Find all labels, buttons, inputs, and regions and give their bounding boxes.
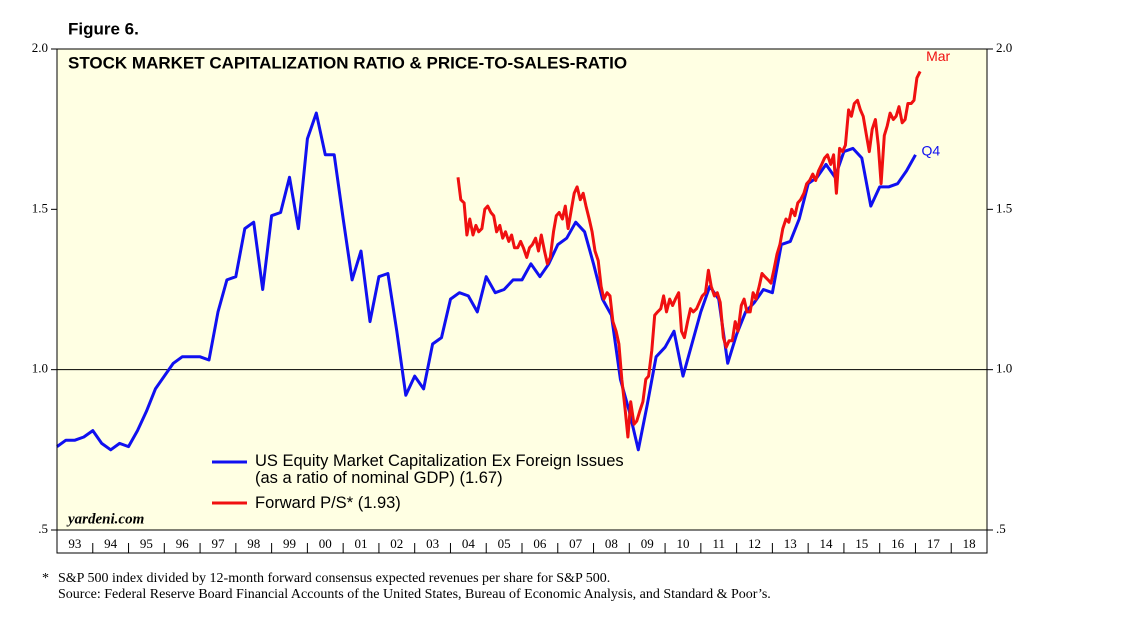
series-line (456, 70, 922, 439)
y2-tick-label: .5 (996, 521, 1006, 536)
x-tick-label: 11 (712, 536, 725, 551)
x-tick-label: 06 (533, 536, 547, 551)
x-tick-label: 03 (426, 536, 439, 551)
x-tick-label: 08 (605, 536, 618, 551)
x-tick-label: 18 (963, 536, 976, 551)
x-tick-label: 97 (211, 536, 225, 551)
y-tick-label: 1.5 (32, 200, 48, 215)
x-tick-label: 15 (855, 536, 868, 551)
x-tick-label: 07 (569, 536, 583, 551)
y2-tick-label: 2.0 (996, 40, 1012, 55)
x-tick-label: 96 (176, 536, 190, 551)
end-label: Mar (926, 48, 950, 64)
y-tick-label: 2.0 (32, 40, 48, 55)
x-tick-label: 04 (462, 536, 476, 551)
x-tick-label: 10 (676, 536, 689, 551)
x-tick-label: 05 (498, 536, 511, 551)
y-tick-label: .5 (38, 521, 48, 536)
series-line (56, 111, 917, 452)
plot-background (57, 49, 987, 530)
x-tick-label: 12 (748, 536, 761, 551)
legend-entry: Forward P/S* (1.93) (255, 494, 401, 512)
y2-tick-label: 1.5 (996, 200, 1012, 215)
x-tick-label: 93 (68, 536, 81, 551)
x-tick-label: 94 (104, 536, 118, 551)
x-tick-label: 02 (390, 536, 403, 551)
footnote-marker: * (42, 571, 49, 586)
legend-entry: US Equity Market Capitalization Ex Forei… (255, 452, 624, 487)
chart-title: STOCK MARKET CAPITALIZATION RATIO & PRIC… (68, 53, 627, 72)
end-label: Q4 (921, 143, 940, 159)
x-tick-label: 16 (891, 536, 905, 551)
figure-label: Figure 6. (68, 19, 139, 38)
y-tick-label: 1.0 (32, 361, 48, 376)
footnote: S&P 500 index divided by 12-month forwar… (58, 571, 610, 586)
x-tick-label: 13 (784, 536, 797, 551)
x-tick-label: 99 (283, 536, 296, 551)
x-tick-label: 98 (247, 536, 260, 551)
watermark: yardeni.com (66, 511, 144, 527)
x-tick-label: 14 (820, 536, 834, 551)
x-tick-label: 17 (927, 536, 941, 551)
x-tick-label: 00 (319, 536, 332, 551)
x-tick-label: 09 (641, 536, 654, 551)
x-tick-label: 01 (355, 536, 368, 551)
y2-tick-label: 1.0 (996, 361, 1012, 376)
plot-frame (56, 48, 988, 554)
source: Source: Federal Reserve Board Financial … (58, 587, 771, 602)
x-tick-label: 95 (140, 536, 153, 551)
